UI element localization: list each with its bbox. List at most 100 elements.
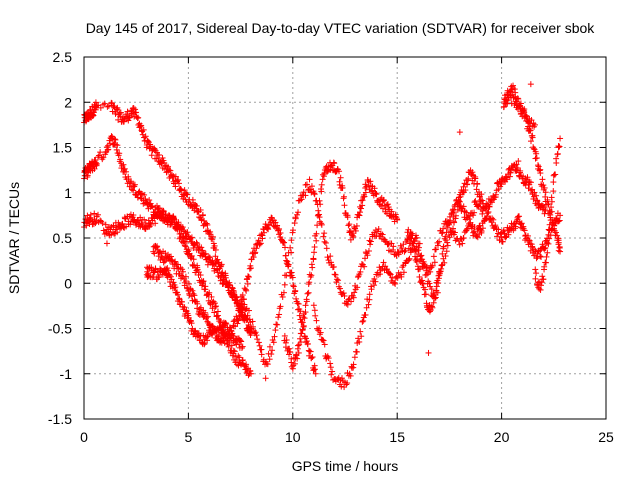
data-point xyxy=(188,320,195,327)
data-point xyxy=(460,203,467,210)
data-point xyxy=(170,279,177,286)
data-point xyxy=(229,330,236,337)
data-point xyxy=(309,264,316,271)
data-point xyxy=(300,322,307,329)
data-point xyxy=(532,266,539,273)
data-point xyxy=(339,375,346,382)
data-point xyxy=(419,280,426,287)
data-point xyxy=(311,366,318,373)
data-point xyxy=(375,226,382,233)
data-point xyxy=(390,243,397,250)
data-point xyxy=(212,246,219,253)
data-point xyxy=(484,210,491,217)
data-point xyxy=(140,126,147,133)
data-point xyxy=(179,234,186,241)
data-point xyxy=(218,272,225,279)
data-point xyxy=(365,247,372,254)
data-point xyxy=(212,326,219,333)
data-point xyxy=(253,332,260,339)
data-point xyxy=(258,351,265,358)
data-point xyxy=(298,330,305,337)
data-point xyxy=(310,255,317,262)
data-point xyxy=(174,261,181,268)
data-point xyxy=(294,355,301,362)
data-point xyxy=(435,272,442,279)
data-point xyxy=(360,317,367,324)
data-point xyxy=(236,312,243,319)
data-point xyxy=(100,154,107,161)
data-point xyxy=(159,211,166,218)
data-point xyxy=(201,341,208,348)
data-point xyxy=(106,140,113,147)
data-point xyxy=(372,278,379,285)
data-point xyxy=(371,275,378,282)
data-point xyxy=(344,301,351,308)
data-point xyxy=(141,216,148,223)
data-point xyxy=(148,221,155,228)
data-point xyxy=(550,172,557,179)
data-point xyxy=(314,222,321,229)
data-point xyxy=(133,109,140,116)
data-point xyxy=(431,291,438,298)
data-point xyxy=(382,238,389,245)
data-point xyxy=(289,274,296,281)
data-point xyxy=(320,233,327,240)
data-point xyxy=(172,183,179,190)
data-point xyxy=(213,260,220,267)
data-point xyxy=(135,217,142,224)
data-point xyxy=(387,271,394,278)
data-point xyxy=(125,117,132,124)
data-point xyxy=(193,205,200,212)
data-point xyxy=(451,229,458,236)
data-point xyxy=(194,240,201,247)
data-point xyxy=(365,301,372,308)
data-point xyxy=(220,327,227,334)
data-point xyxy=(358,205,365,212)
data-point xyxy=(128,178,135,185)
data-point xyxy=(345,222,352,229)
data-point xyxy=(201,217,208,224)
data-point xyxy=(302,302,309,309)
data-point xyxy=(266,343,273,350)
data-point xyxy=(335,277,342,284)
data-point xyxy=(189,287,196,294)
data-point xyxy=(348,298,355,305)
data-point xyxy=(518,220,525,227)
data-point xyxy=(441,259,448,266)
data-point xyxy=(397,271,404,278)
data-point xyxy=(371,282,378,289)
data-point xyxy=(181,242,188,249)
data-point xyxy=(269,347,276,354)
data-point xyxy=(438,262,445,269)
data-point xyxy=(245,307,252,314)
data-point xyxy=(354,274,361,281)
data-point xyxy=(205,253,212,260)
y-tick-label: 1 xyxy=(64,185,72,201)
data-point xyxy=(215,332,222,339)
data-point xyxy=(112,141,119,148)
y-tick-label: -1 xyxy=(60,366,73,382)
data-point xyxy=(532,155,539,162)
data-point xyxy=(465,175,472,182)
data-point xyxy=(308,354,315,361)
data-point xyxy=(241,301,248,308)
data-point xyxy=(454,206,461,213)
data-point xyxy=(187,254,194,261)
data-point xyxy=(394,216,401,223)
data-point xyxy=(300,189,307,196)
data-point xyxy=(527,179,534,186)
data-point xyxy=(193,202,200,209)
data-point xyxy=(316,197,323,204)
data-point xyxy=(149,203,156,210)
data-point xyxy=(238,338,245,345)
data-point xyxy=(272,219,279,226)
data-point xyxy=(293,295,300,302)
data-point xyxy=(456,129,463,136)
data-point xyxy=(460,234,467,241)
data-point xyxy=(287,244,294,251)
data-point xyxy=(245,372,252,379)
data-point xyxy=(181,238,188,245)
data-point xyxy=(206,254,213,261)
data-point xyxy=(357,209,364,216)
